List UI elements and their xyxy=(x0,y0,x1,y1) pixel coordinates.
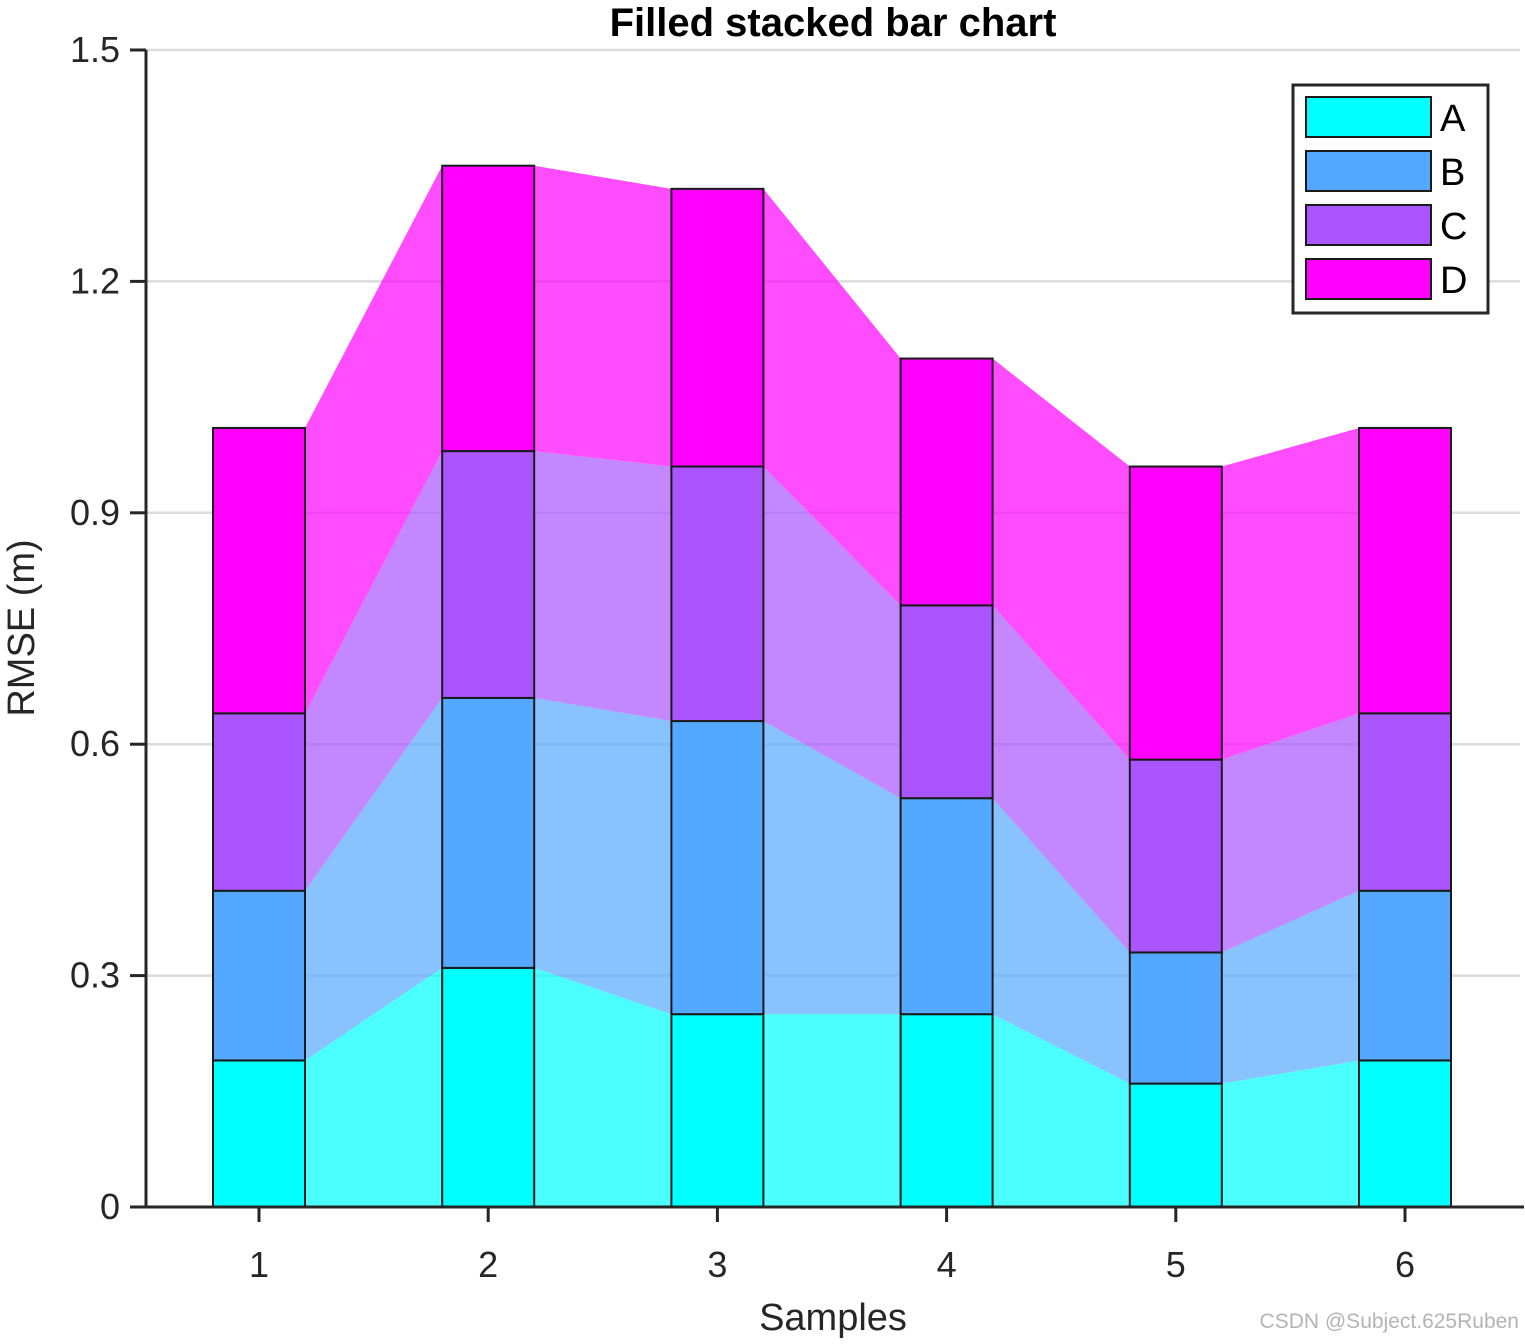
y-tick-label: 1.2 xyxy=(70,260,120,301)
bar-C-2 xyxy=(441,450,536,699)
bar-B-4 xyxy=(899,797,994,1016)
area-fill-A xyxy=(1221,1060,1359,1207)
bar-A-3 xyxy=(670,1013,765,1209)
area-fill-B xyxy=(305,697,443,1061)
y-tick-label: 1.5 xyxy=(70,29,120,70)
bar-A-1 xyxy=(212,1059,306,1208)
y-tick-label: 0.6 xyxy=(70,723,120,764)
bar-A-4 xyxy=(899,1013,994,1209)
x-tick-label: 4 xyxy=(937,1244,957,1285)
area-fill-B xyxy=(1221,890,1359,1084)
bar-C-6 xyxy=(1358,712,1452,892)
bar-A-6 xyxy=(1358,1059,1452,1208)
area-fill-A xyxy=(534,967,672,1207)
legend-label-C: C xyxy=(1440,206,1467,248)
area-fill-B xyxy=(763,721,901,1015)
bar-B-1 xyxy=(212,889,306,1062)
area-fill-D xyxy=(534,165,672,467)
bar-A-5 xyxy=(1128,1082,1223,1208)
bar-D-5 xyxy=(1128,465,1223,761)
area-fill-A xyxy=(992,1014,1130,1207)
y-tick-label: 0.9 xyxy=(70,492,120,533)
legend-label-B: B xyxy=(1440,152,1465,194)
bar-B-2 xyxy=(441,696,536,969)
y-tick-label: 0 xyxy=(100,1186,120,1227)
x-tick-label: 5 xyxy=(1166,1244,1186,1285)
x-tick-label: 1 xyxy=(249,1244,269,1285)
legend-label-D: D xyxy=(1440,260,1467,302)
bar-B-6 xyxy=(1358,889,1452,1062)
area-fill-B xyxy=(992,798,1130,1084)
watermark: CSDN @Subject.625Ruben xyxy=(1259,1310,1519,1333)
bar-B-5 xyxy=(1128,951,1223,1085)
bar-D-6 xyxy=(1358,426,1452,715)
bar-C-1 xyxy=(212,712,306,892)
bar-D-2 xyxy=(441,164,536,453)
area-fill-C xyxy=(305,451,443,891)
legend-swatch-A xyxy=(1305,96,1432,138)
area-fill-A xyxy=(763,1014,901,1207)
axes: 0 0.3 0.6 0.9 1.2 1.5 1 2 3 4 5 6 xyxy=(70,29,1524,1285)
legend-swatch-D xyxy=(1305,258,1432,300)
bar-C-3 xyxy=(670,465,765,723)
area-fill-B xyxy=(534,697,672,1015)
chart-title: Filled stacked bar chart xyxy=(610,1,1057,45)
area-fill-D xyxy=(763,188,901,606)
bar-A-2 xyxy=(441,966,536,1208)
legend-swatch-B xyxy=(1305,150,1432,192)
area-fill-D xyxy=(305,165,443,714)
x-tick-label: 3 xyxy=(707,1244,727,1285)
area-fills xyxy=(305,165,1359,1207)
legend-label-A: A xyxy=(1440,98,1466,140)
area-fill-D xyxy=(1221,427,1359,760)
bar-D-3 xyxy=(670,187,765,468)
area-fill-C xyxy=(763,466,901,799)
bar-D-4 xyxy=(899,357,994,607)
bar-D-1 xyxy=(212,426,306,715)
bar-C-4 xyxy=(899,604,994,800)
bars xyxy=(212,164,1452,1209)
x-axis-label: Samples xyxy=(759,1297,907,1339)
y-axis-label: RMSE (m) xyxy=(1,539,43,716)
x-tick-label: 2 xyxy=(478,1244,498,1285)
area-fill-D xyxy=(992,358,1130,760)
x-tick-label: 6 xyxy=(1395,1244,1415,1285)
bar-C-5 xyxy=(1128,758,1223,954)
legend-swatch-C xyxy=(1305,204,1432,246)
area-fill-C xyxy=(1221,713,1359,953)
bar-B-3 xyxy=(670,720,765,1016)
y-tick-label: 0.3 xyxy=(70,955,120,996)
area-fill-C xyxy=(992,605,1130,953)
area-fill-C xyxy=(534,451,672,722)
area-fill-A xyxy=(305,967,443,1207)
